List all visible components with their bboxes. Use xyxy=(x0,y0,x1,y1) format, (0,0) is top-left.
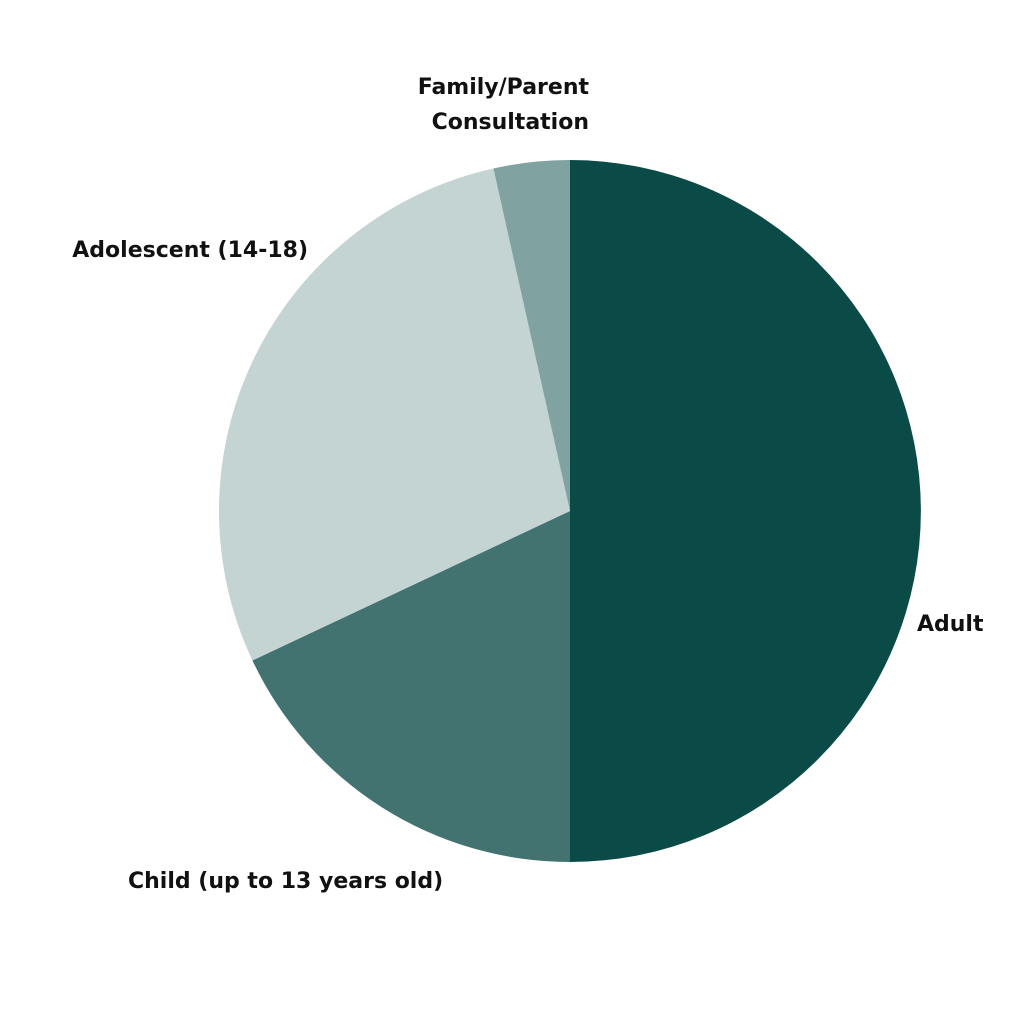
pie-slice-child-up-to-13-years-old xyxy=(252,511,570,862)
pie-slice-adolescent-14-18 xyxy=(219,168,570,661)
pie-label-child-up-to-13-years-old: Child (up to 13 years old) xyxy=(128,869,443,894)
pie-slices xyxy=(219,160,921,862)
pie-slice-adult xyxy=(570,160,921,862)
pie-labels: Adult Child (up to 13 years old) Adolescen… xyxy=(72,75,984,894)
pie-label-family-parent-consultation: Family/Parent Consultation xyxy=(418,75,590,135)
pie-label-adolescent-14-18: Adolescent (14-18) xyxy=(72,238,308,263)
pie-slice-family-parent-consultation xyxy=(493,160,570,511)
pie-label-adult: Adult xyxy=(917,612,984,637)
